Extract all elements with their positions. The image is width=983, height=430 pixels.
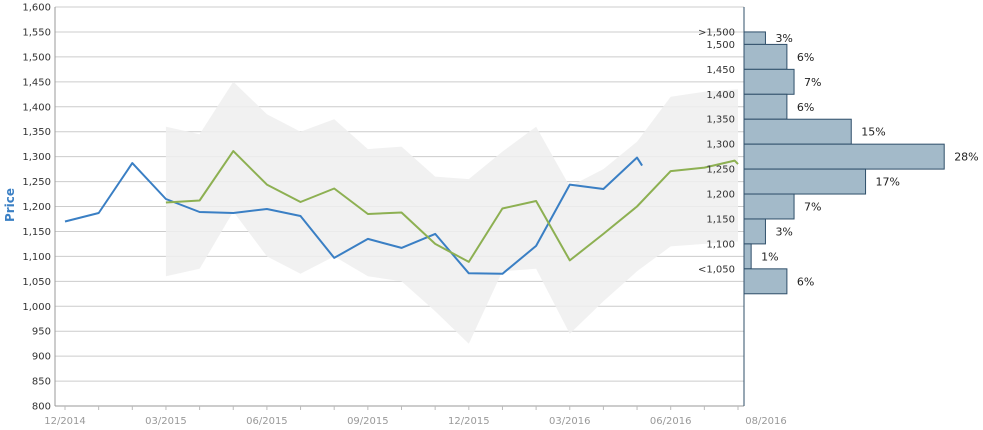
histogram-bin-label: 1,150 <box>706 214 735 225</box>
y-tick-label: 950 <box>32 327 51 338</box>
histogram-bin-label: 1,200 <box>706 190 735 201</box>
histogram-bin-label: 1,250 <box>706 165 735 176</box>
x-tick-label: 08/2016 <box>745 416 787 427</box>
y-tick-label: 1,000 <box>22 302 51 313</box>
histogram-bar <box>743 118 852 145</box>
histogram-bar <box>743 43 788 70</box>
histogram-bar <box>743 243 752 270</box>
histogram-value-label: 15% <box>861 126 885 139</box>
y-tick-label: 1,050 <box>22 277 51 288</box>
y-tick-label: 1,500 <box>22 52 51 63</box>
y-axis-ticks: 800 850 900 950 1,000 1,050 1,100 1,150 1,200 1,2… <box>22 3 51 413</box>
histogram-bar <box>743 143 945 170</box>
histogram-bin-label: 1,100 <box>706 239 735 250</box>
y-tick-label: 1,600 <box>22 3 51 14</box>
series-line-actual <box>64 156 643 275</box>
histogram-value-label: 6% <box>797 101 814 114</box>
histogram-bar <box>743 268 788 295</box>
histogram-bar <box>743 193 795 220</box>
histogram-bar <box>743 218 766 245</box>
histogram-value-label: 7% <box>804 76 821 89</box>
histogram-value-label: 3% <box>775 32 792 45</box>
histogram-bin-label: 1,400 <box>706 90 735 101</box>
histogram-bar <box>743 168 867 195</box>
y-tick-label: 1,100 <box>22 252 51 263</box>
histogram-value-label: 7% <box>804 201 821 214</box>
histogram-value-label: 6% <box>797 51 814 64</box>
x-tick-label: 03/2015 <box>145 416 187 427</box>
histogram-value-label: 28% <box>954 151 978 164</box>
x-tick-label: 06/2015 <box>246 416 288 427</box>
y-tick-label: 850 <box>32 377 51 388</box>
x-tick-label: 06/2016 <box>650 416 692 427</box>
histogram-bin-label: <1,050 <box>698 264 735 275</box>
histogram-value-label: 6% <box>797 275 814 288</box>
histogram-bar <box>743 68 795 95</box>
histogram-bin-label: 1,350 <box>706 115 735 126</box>
forecast-range-band <box>165 81 738 344</box>
x-tick-label: 12/2015 <box>448 416 490 427</box>
x-axis-ticks: 12/2014 03/2015 06/2015 09/2015 12/2015 03/20… <box>44 406 787 427</box>
series-lines <box>64 150 739 275</box>
histogram-bar <box>743 31 766 45</box>
histogram-bin-label: >1,500 <box>698 27 735 38</box>
y-tick-label: 1,350 <box>22 127 51 138</box>
histogram-value-label: 1% <box>761 250 778 263</box>
series-line-forecast <box>165 150 739 263</box>
y-tick-label: 800 <box>32 402 51 413</box>
y-tick-label: 1,400 <box>22 102 51 113</box>
histogram-bar <box>743 93 788 120</box>
histogram-bin-label: 1,300 <box>706 140 735 151</box>
histogram-bin-label: 1,450 <box>706 65 735 76</box>
y-tick-label: 1,150 <box>22 227 51 238</box>
histogram-value-label: 17% <box>876 176 900 189</box>
forecast-band-area <box>165 81 738 344</box>
y-tick-label: 1,450 <box>22 77 51 88</box>
y-tick-label: 1,300 <box>22 152 51 163</box>
x-tick-label: 03/2016 <box>549 416 591 427</box>
price-distribution-histogram: 3% >1,500 6% 1,500 7% 1,450 6% 1,400 15% 1,350 28%… <box>698 27 979 295</box>
y-axis-label: Price <box>3 188 17 222</box>
y-tick-label: 1,250 <box>22 177 51 188</box>
histogram-bin-label: 1,500 <box>706 40 735 51</box>
x-tick-label: 09/2015 <box>347 416 389 427</box>
histogram-value-label: 3% <box>775 225 792 238</box>
y-tick-label: 900 <box>32 352 51 363</box>
y-tick-label: 1,200 <box>22 202 51 213</box>
x-tick-label: 12/2014 <box>44 416 86 427</box>
y-tick-label: 1,550 <box>22 27 51 38</box>
